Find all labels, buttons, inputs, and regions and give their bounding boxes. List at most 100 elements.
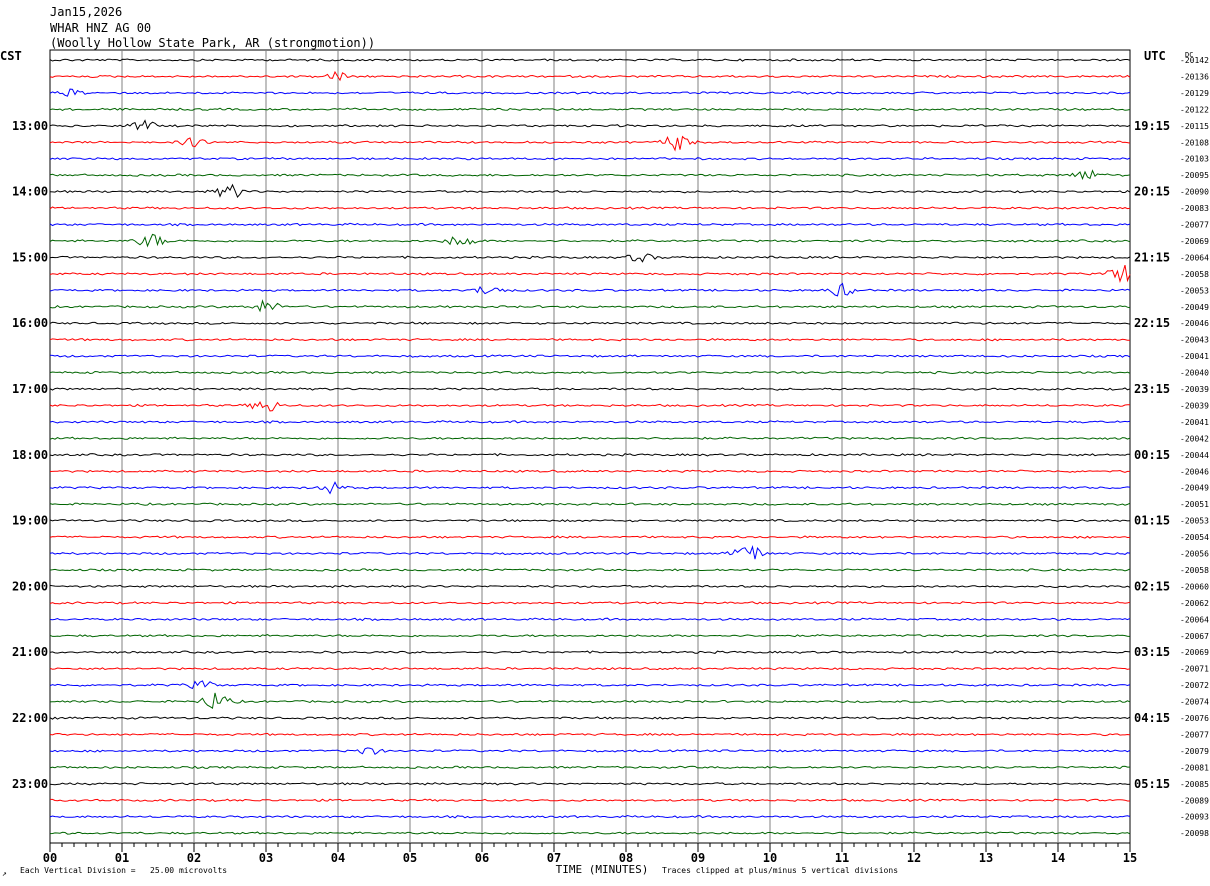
trace-38 — [49, 680, 1131, 690]
corner-mark-icon: ↗ — [2, 869, 7, 878]
x-tick-label-00: 00 — [43, 851, 57, 865]
x-tick-label-13: 13 — [979, 851, 993, 865]
x-tick-label-06: 06 — [475, 851, 489, 865]
dc-label: DC — [1185, 51, 1193, 59]
scale-note: Each Vertical Division = 25.00 microvolt… — [20, 866, 228, 875]
dc-offset-label-10: -20077 — [1180, 221, 1209, 230]
trace-1 — [49, 70, 1131, 82]
dc-offset-label-8: -20090 — [1180, 188, 1209, 197]
dc-offset-label-19: -20040 — [1180, 369, 1209, 378]
left-hour-label-4: 17:00 — [12, 382, 48, 396]
left-hour-label-1: 14:00 — [12, 185, 48, 199]
trace-13 — [49, 264, 1131, 283]
trace-34 — [49, 617, 1131, 622]
dc-offset-label-12: -20064 — [1180, 253, 1209, 262]
clip-note: Traces clipped at plus/minus 5 vertical … — [662, 866, 899, 875]
dc-offset-label-23: -20042 — [1180, 434, 1209, 443]
dc-offset-label-22: -20041 — [1180, 418, 1209, 427]
trace-19 — [49, 370, 1131, 375]
left-hour-label-8: 21:00 — [12, 645, 48, 659]
dc-offset-label-4: -20115 — [1180, 122, 1209, 131]
x-tick-label-03: 03 — [259, 851, 273, 865]
trace-24 — [49, 453, 1131, 457]
dc-offset-label-0: -20142 — [1180, 56, 1209, 65]
right-hour-label-6: 01:15 — [1134, 514, 1170, 528]
trace-25 — [49, 469, 1130, 473]
trace-27 — [49, 502, 1131, 506]
left-hour-label-5: 18:00 — [12, 448, 48, 462]
dc-offset-label-24: -20044 — [1180, 451, 1209, 460]
x-tick-label-01: 01 — [115, 851, 129, 865]
trace-47 — [49, 831, 1131, 835]
dc-offset-label-7: -20095 — [1180, 171, 1209, 180]
trace-9 — [49, 206, 1131, 210]
left-timezone-label: CST — [0, 49, 22, 63]
dc-offset-label-34: -20064 — [1180, 615, 1209, 624]
trace-17 — [49, 337, 1131, 342]
right-hour-label-10: 05:15 — [1134, 777, 1170, 791]
trace-18 — [49, 354, 1131, 358]
dc-offset-label-16: -20046 — [1180, 319, 1209, 328]
right-hour-label-8: 03:15 — [1134, 645, 1170, 659]
trace-37 — [49, 666, 1131, 671]
trace-7 — [49, 169, 1131, 181]
trace-3 — [49, 107, 1131, 112]
trace-46 — [49, 814, 1131, 819]
right-hour-label-5: 00:15 — [1134, 448, 1170, 462]
right-hour-label-4: 23:15 — [1134, 382, 1170, 396]
x-tick-label-10: 10 — [763, 851, 777, 865]
trace-42 — [49, 747, 1131, 756]
dc-offset-label-25: -20046 — [1180, 467, 1209, 476]
x-tick-label-11: 11 — [835, 851, 849, 865]
trace-5 — [49, 135, 1131, 152]
trace-32 — [49, 584, 1131, 589]
right-hour-label-3: 22:15 — [1134, 316, 1170, 330]
left-hour-label-7: 20:00 — [12, 579, 48, 593]
dc-offset-label-44: -20085 — [1180, 780, 1209, 789]
plot-frame — [49, 49, 1131, 844]
x-tick-label-14: 14 — [1051, 851, 1065, 865]
dc-offset-label-18: -20041 — [1180, 352, 1209, 361]
x-tick-label-05: 05 — [403, 851, 417, 865]
trace-45 — [50, 798, 1130, 802]
left-hour-label-9: 22:00 — [12, 711, 48, 725]
chart-location: (Woolly Hollow State Park, AR (strongmot… — [50, 36, 376, 50]
dc-offset-label-47: -20098 — [1180, 829, 1209, 838]
dc-offset-label-32: -20060 — [1180, 582, 1209, 591]
trace-22 — [49, 420, 1131, 424]
dc-offset-label-40: -20076 — [1180, 714, 1209, 723]
x-tick-label-07: 07 — [547, 851, 561, 865]
dc-offset-label-1: -20136 — [1180, 72, 1209, 81]
trace-36 — [49, 650, 1131, 654]
dc-offset-label-37: -20071 — [1180, 665, 1209, 674]
trace-6 — [49, 156, 1131, 161]
x-tick-label-12: 12 — [907, 851, 921, 865]
trace-15 — [49, 299, 1131, 313]
dc-offset-label-35: -20067 — [1180, 632, 1209, 641]
dc-offset-label-13: -20058 — [1180, 270, 1209, 279]
dc-offset-label-46: -20093 — [1180, 813, 1209, 822]
dc-offset-label-42: -20079 — [1180, 747, 1209, 756]
trace-16 — [49, 321, 1131, 325]
dc-offset-label-39: -20074 — [1180, 698, 1209, 707]
trace-4 — [49, 119, 1131, 131]
right-hour-label-1: 20:15 — [1134, 185, 1170, 199]
left-hour-label-2: 15:00 — [12, 250, 48, 264]
dc-offset-label-27: -20051 — [1180, 500, 1209, 509]
dc-offset-label-38: -20072 — [1180, 681, 1209, 690]
dc-offset-label-28: -20053 — [1180, 517, 1209, 526]
trace-8 — [49, 183, 1131, 199]
dc-offset-label-31: -20058 — [1180, 566, 1209, 575]
dc-offset-label-43: -20081 — [1180, 763, 1209, 772]
trace-0 — [49, 58, 1131, 62]
trace-41 — [49, 732, 1131, 737]
trace-2 — [49, 88, 1131, 97]
trace-30 — [49, 544, 1131, 560]
trace-40 — [49, 716, 1131, 720]
dc-offset-label-33: -20062 — [1180, 599, 1209, 608]
dc-offset-label-21: -20039 — [1180, 401, 1209, 410]
x-tick-label-15: 15 — [1123, 851, 1137, 865]
dc-offset-label-36: -20069 — [1180, 648, 1209, 657]
x-tick-label-02: 02 — [187, 851, 201, 865]
